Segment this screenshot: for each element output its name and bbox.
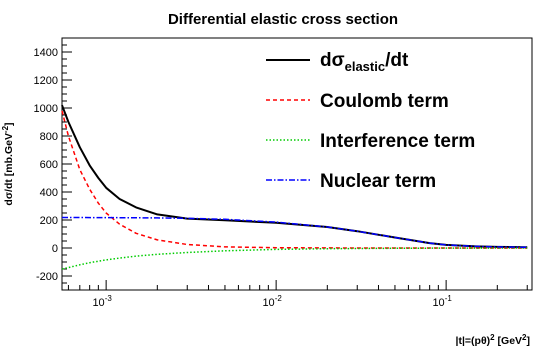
legend-entry-dsigma-sub: elastic xyxy=(345,59,385,74)
legend-entry-interference: Interference term xyxy=(320,131,475,152)
y-tick-label: 1200 xyxy=(34,75,58,87)
x-tick-label: 10-2 xyxy=(262,294,282,309)
x-tick-label: 10-3 xyxy=(92,294,112,309)
x-axis-label-close: ) xyxy=(487,335,491,347)
chart-title: Differential elastic cross section xyxy=(168,11,398,28)
series-interference-term xyxy=(61,247,528,270)
series-coulomb-term xyxy=(61,110,528,249)
y-axis-label-end: ] xyxy=(3,122,15,126)
x-axis-label-theta: θ xyxy=(481,335,487,347)
y-tick-label: 400 xyxy=(40,187,58,199)
y-tick-label: 1000 xyxy=(34,103,58,115)
y-tick-label: 800 xyxy=(40,131,58,143)
series-nuclear-term xyxy=(61,216,528,249)
x-axis: 10-3 10-2 10-1 xyxy=(67,280,528,309)
y-tick-label: -200 xyxy=(36,271,58,283)
x-axis-label-unit-sq: 2 xyxy=(522,333,527,342)
y-tick-label: 200 xyxy=(40,215,58,227)
x-axis-label-prefix: |t|=(p xyxy=(456,335,481,347)
y-axis-label-sup: -2 xyxy=(1,125,10,133)
x-axis-label: |t|=(pθ)2 [GeV2] xyxy=(456,333,530,347)
x-axis-label-unit-end: ] xyxy=(527,335,531,347)
legend-entry-dsigma-post: /dt xyxy=(385,50,409,71)
y-tick-label: 0 xyxy=(52,243,58,255)
legend-entry-coulomb: Coulomb term xyxy=(320,91,449,112)
x-axis-label-sq: 2 xyxy=(490,333,495,342)
legend: dσelastic/dt Coulomb term Interference t… xyxy=(266,50,475,192)
y-axis: -200 0 200 400 600 800 1000 1200 1400 xyxy=(34,37,72,291)
y-tick-label: 600 xyxy=(40,159,58,171)
x-axis-label-unit: [GeV xyxy=(495,335,522,347)
legend-entry-nuclear: Nuclear term xyxy=(320,171,436,192)
series-lines xyxy=(61,104,528,270)
y-axis-label-main: dσ/dt [mb.GeV xyxy=(3,133,15,206)
y-axis-label: dσ/dt [mb.GeV-2] xyxy=(1,122,15,205)
y-tick-label: 1400 xyxy=(34,47,58,59)
legend-entry-dsigma-pre: dσ xyxy=(320,50,345,71)
legend-entry-dsigma-elastic: dσelastic/dt xyxy=(320,50,409,74)
x-tick-label: 10-1 xyxy=(432,294,452,309)
